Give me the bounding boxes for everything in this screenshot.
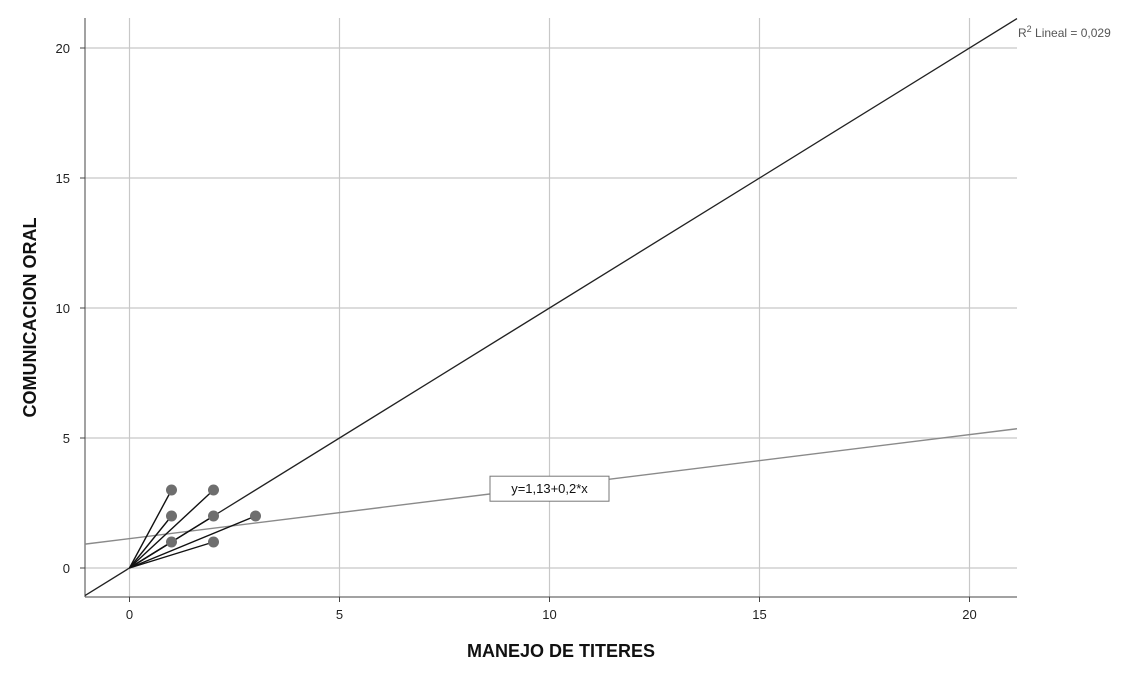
spike-line xyxy=(129,515,256,569)
x-tick-label: 20 xyxy=(962,607,976,622)
y-tick-label: 10 xyxy=(56,301,70,316)
points xyxy=(166,484,261,548)
axes: 0 5 10 15 20 0 5 10 15 20 xyxy=(56,18,1017,622)
reference-line xyxy=(84,18,1018,597)
spike-line xyxy=(128,515,173,569)
y-tick-label: 0 xyxy=(63,561,70,576)
data-point xyxy=(208,510,219,522)
data-point xyxy=(166,484,177,496)
labels: y=1,13+0,2*x R2 Lineal = 0,029 MANEJO DE T… xyxy=(20,24,1111,661)
x-tick-label: 0 xyxy=(126,607,133,622)
data-point xyxy=(166,536,177,548)
grid xyxy=(85,18,1017,597)
y-tick-label: 15 xyxy=(56,171,70,186)
data-point xyxy=(208,536,219,548)
fit-equation-label: y=1,13+0,2*x xyxy=(511,481,588,496)
spike-line xyxy=(128,489,173,569)
x-tick-label: 15 xyxy=(752,607,766,622)
data-point xyxy=(250,510,261,522)
r2-label: R2 Lineal = 0,029 xyxy=(1018,24,1111,40)
spike-line xyxy=(129,541,172,569)
spike-line xyxy=(129,489,214,569)
fit-equation-box xyxy=(489,475,610,502)
y-tick-label: 20 xyxy=(56,41,70,56)
lines xyxy=(84,18,1018,597)
x-axis-title: MANEJO DE TITERES xyxy=(467,641,655,661)
x-tick-label: 5 xyxy=(336,607,343,622)
data-point xyxy=(166,510,177,522)
x-tick-label: 10 xyxy=(542,607,556,622)
y-tick-label: 5 xyxy=(63,431,70,446)
y-axis-title: COMUNICACION ORAL xyxy=(20,218,40,418)
data-point xyxy=(208,484,219,496)
spike-line xyxy=(129,541,214,569)
